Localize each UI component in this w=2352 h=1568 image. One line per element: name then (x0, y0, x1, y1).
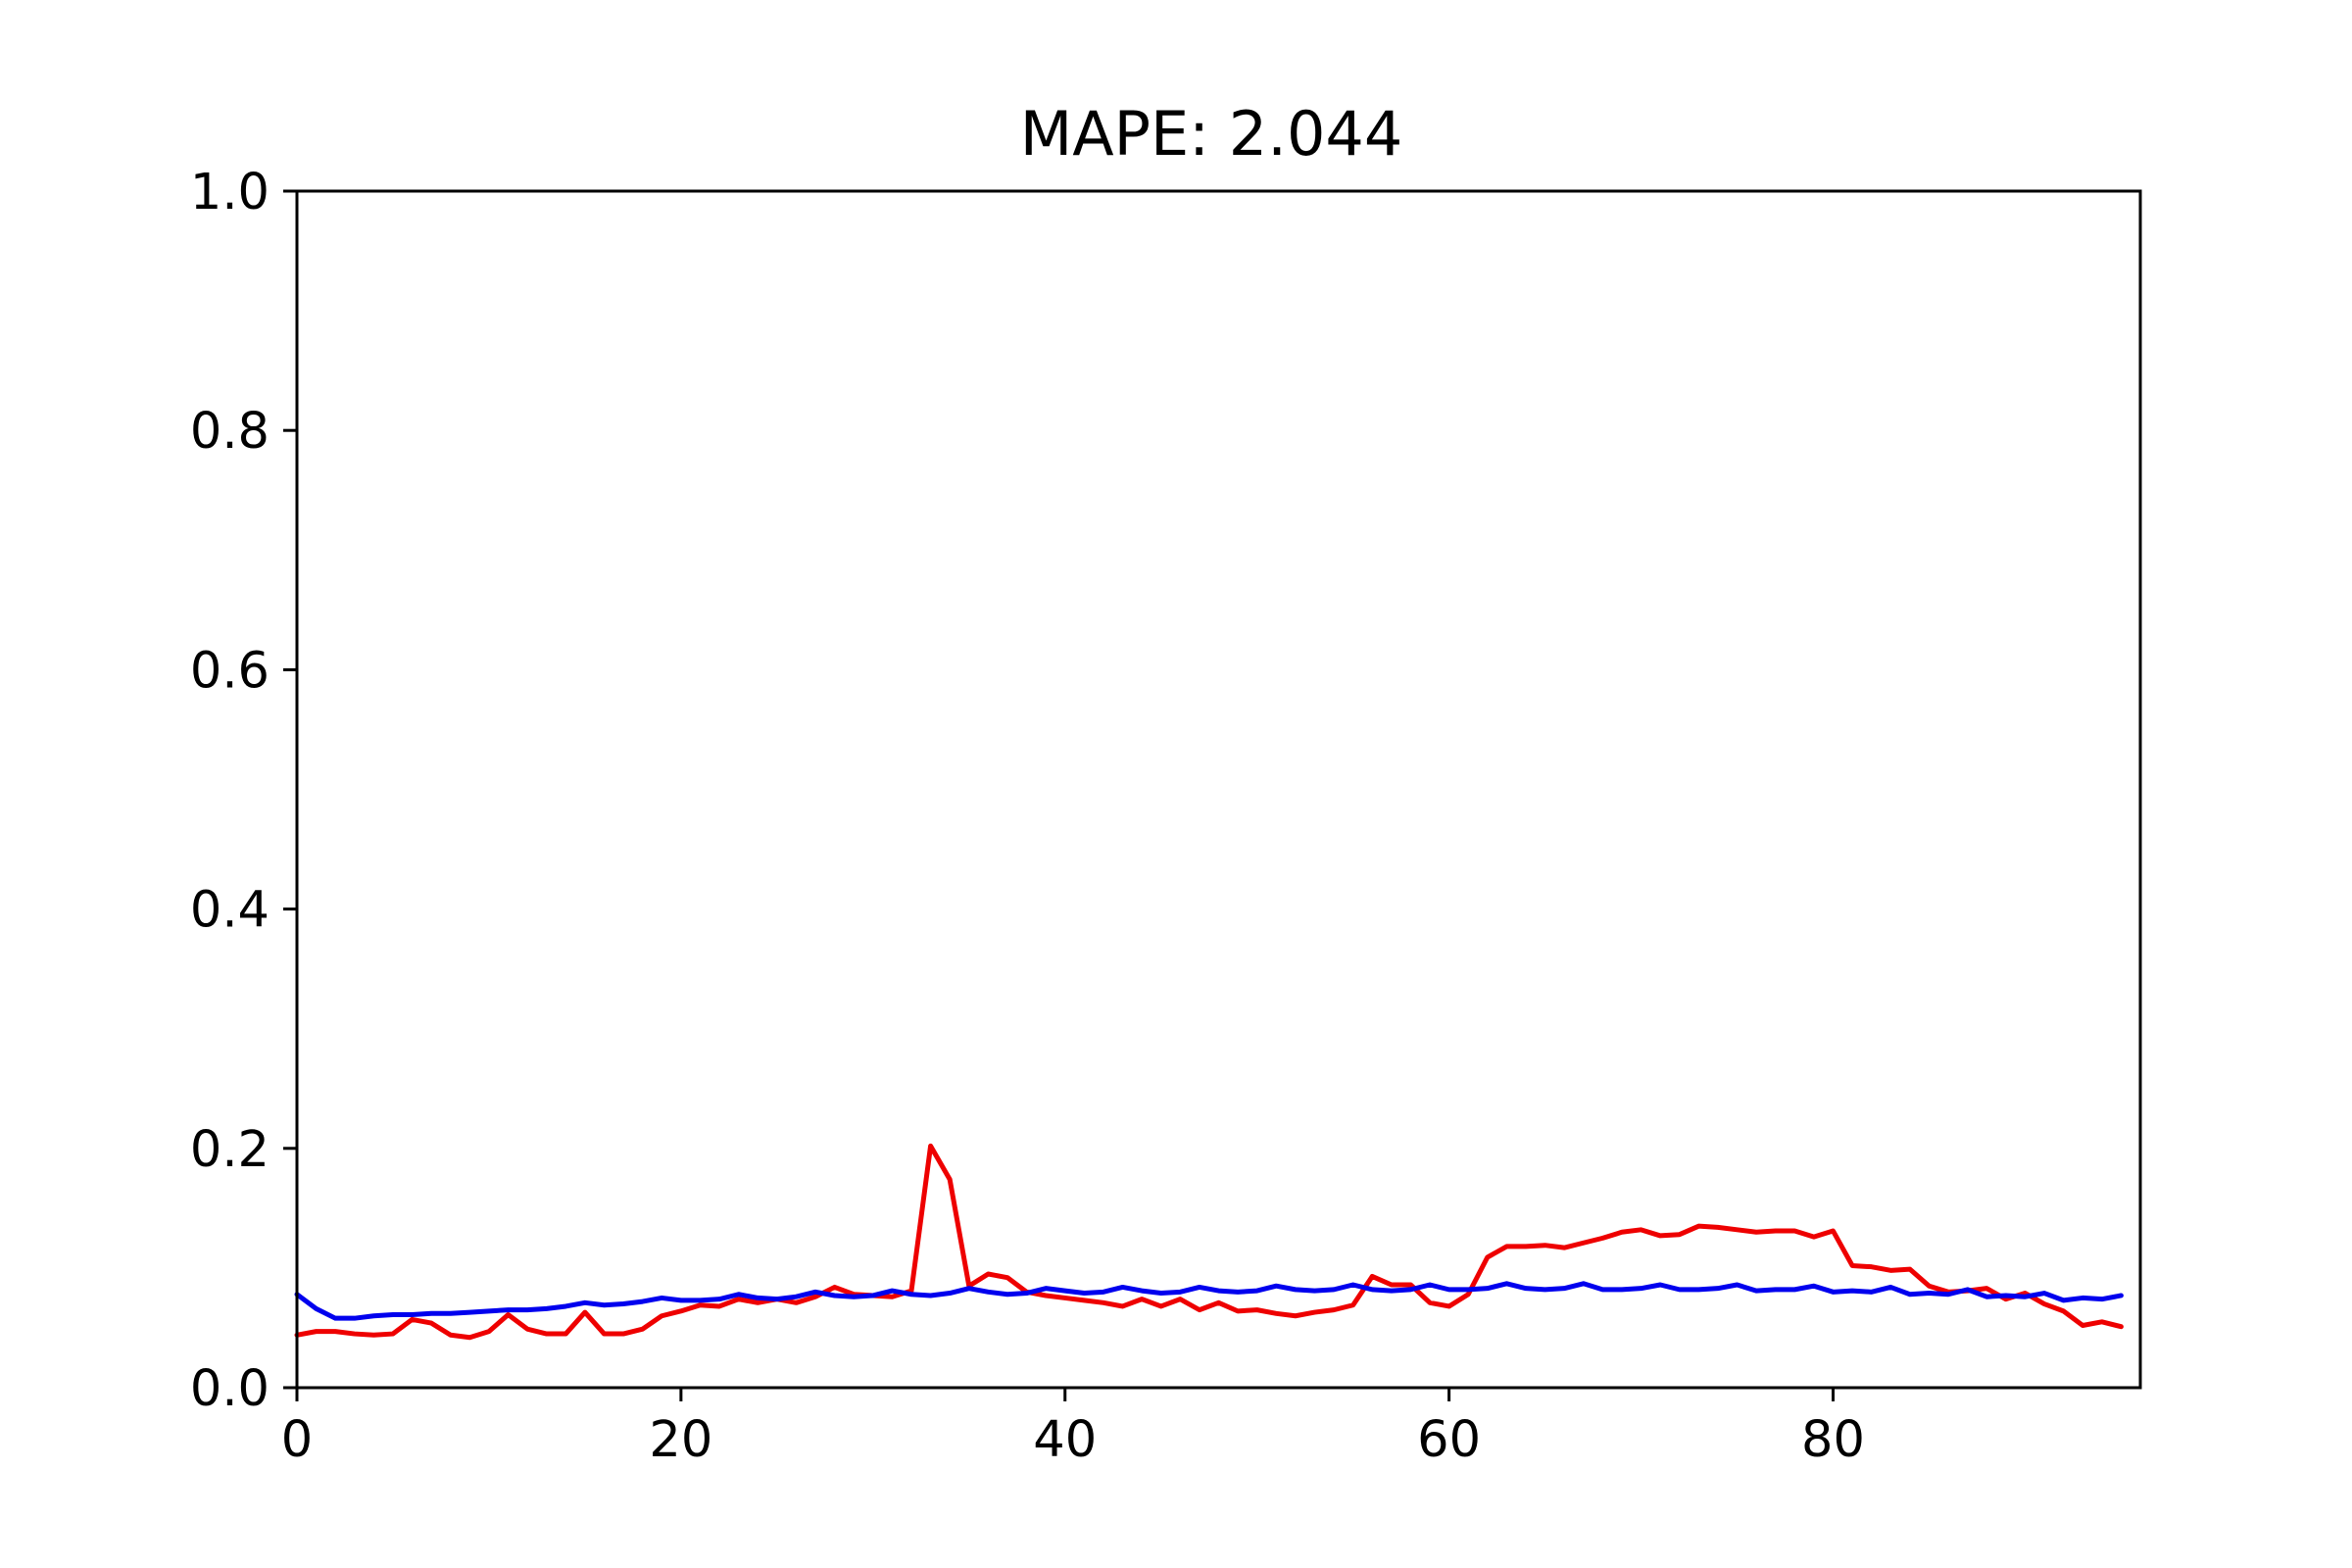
blue-series-line (294, 1281, 2124, 1321)
x-tick-label: 40 (1033, 1411, 1097, 1469)
ticks-layer: 0 20 40 60 80 0.0 0.2 0.4 0.6 0.8 1.0 (190, 164, 1865, 1469)
x-tick-label: 20 (649, 1411, 712, 1469)
x-tick-label: 0 (281, 1411, 313, 1469)
y-tick-label: 1.0 (190, 164, 270, 221)
y-tick-label: 0.2 (190, 1121, 270, 1179)
x-tick-label: 80 (1801, 1411, 1865, 1469)
y-tick-label: 0.6 (190, 642, 270, 700)
plot-area-frame (295, 189, 2142, 1390)
x-tick-label: 60 (1417, 1411, 1481, 1469)
series-layer (294, 1143, 2124, 1341)
y-tick-label: 0.0 (190, 1360, 270, 1418)
red-series-line (294, 1143, 2124, 1341)
y-tick-label: 0.4 (190, 882, 270, 940)
y-tick-label: 0.8 (190, 403, 270, 461)
chart-title: MAPE: 2.044 (1020, 98, 1403, 170)
